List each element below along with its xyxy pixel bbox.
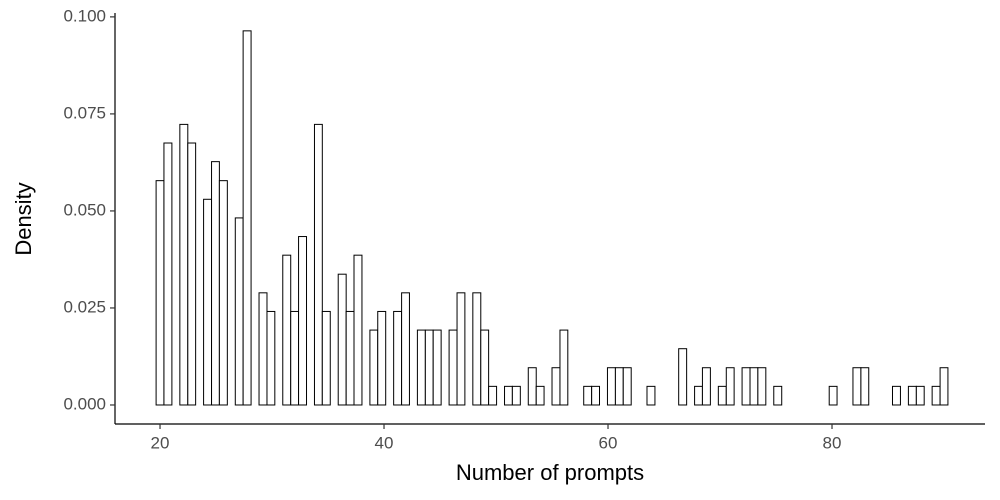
bar xyxy=(860,367,870,406)
y-tick-label: 0.025 xyxy=(63,297,106,316)
x-tick-label: 60 xyxy=(599,433,618,452)
bar xyxy=(535,385,545,406)
bar xyxy=(448,329,458,406)
bar xyxy=(218,180,228,406)
bar xyxy=(369,329,379,406)
bar xyxy=(472,292,482,406)
bar xyxy=(393,310,403,406)
bar xyxy=(424,329,434,406)
bar xyxy=(939,367,949,406)
y-tick-label: 0.000 xyxy=(63,394,106,413)
bar xyxy=(931,385,941,406)
bar xyxy=(242,30,252,406)
bar xyxy=(907,385,917,406)
y-tick-label: 0.100 xyxy=(63,6,106,25)
bar xyxy=(915,385,925,406)
bar xyxy=(290,310,300,406)
bar xyxy=(583,385,593,406)
bar xyxy=(757,367,767,406)
bar xyxy=(511,385,521,406)
bar xyxy=(155,180,165,406)
bar xyxy=(266,310,276,406)
bar xyxy=(551,367,561,406)
bar xyxy=(646,385,656,406)
bar xyxy=(337,273,347,406)
x-tick-label: 40 xyxy=(375,433,394,452)
bar xyxy=(591,385,601,406)
bar xyxy=(416,329,426,406)
bar xyxy=(749,367,759,406)
bar xyxy=(614,367,624,406)
bar xyxy=(678,348,688,406)
bar xyxy=(606,367,616,406)
y-tick-label: 0.075 xyxy=(63,103,106,122)
bar xyxy=(179,123,189,406)
bar xyxy=(353,254,363,406)
bar xyxy=(559,329,569,406)
bar xyxy=(891,385,901,406)
bar xyxy=(187,142,197,406)
bar xyxy=(725,367,735,406)
bar xyxy=(377,310,387,406)
bar xyxy=(852,367,862,406)
bar xyxy=(163,142,173,406)
bar xyxy=(234,217,244,406)
bar xyxy=(622,367,632,406)
bar xyxy=(488,385,498,406)
bar xyxy=(298,236,308,406)
bar xyxy=(701,367,711,406)
bar xyxy=(211,161,220,406)
bar xyxy=(203,198,213,406)
x-tick-label: 80 xyxy=(823,433,842,452)
bar xyxy=(773,385,783,406)
bar xyxy=(741,367,751,406)
bar xyxy=(828,385,838,406)
bar xyxy=(480,329,490,406)
bar xyxy=(456,292,466,406)
y-axis-title: Density xyxy=(11,182,36,255)
bar xyxy=(345,310,355,406)
bar xyxy=(313,123,323,406)
bar xyxy=(321,310,331,406)
bar xyxy=(401,292,410,406)
bar xyxy=(694,385,703,406)
x-tick-label: 20 xyxy=(151,433,170,452)
bar xyxy=(432,329,442,406)
bar xyxy=(282,254,292,406)
bar xyxy=(717,385,727,406)
bar xyxy=(258,292,268,406)
x-axis-title: Number of prompts xyxy=(456,460,644,485)
bar xyxy=(504,385,513,406)
bar xyxy=(527,367,537,406)
y-tick-label: 0.050 xyxy=(63,200,106,219)
